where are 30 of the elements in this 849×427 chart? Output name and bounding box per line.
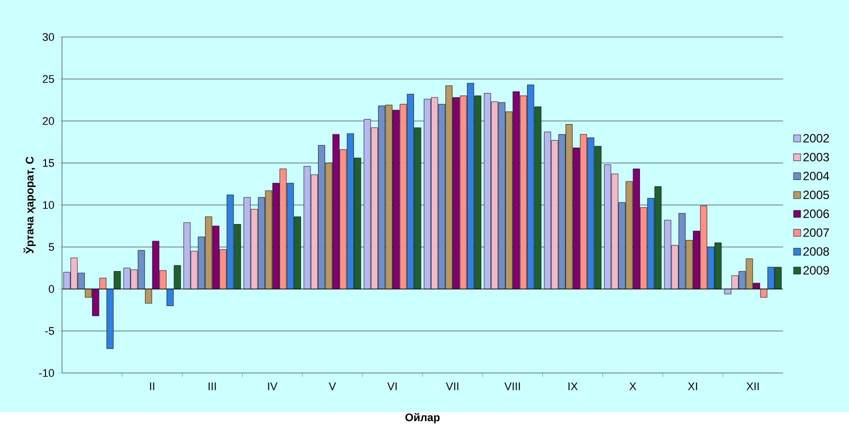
legend-label: 2005	[803, 190, 829, 200]
x-tick-label: VIII	[504, 382, 520, 390]
legend-label: 2007	[803, 228, 829, 237]
x-tick-label: XI	[688, 382, 698, 390]
y-tick-label: 10	[43, 201, 54, 210]
x-tick-label: VII	[446, 382, 458, 390]
y-tick-label: 0	[48, 285, 54, 294]
y-axis-title: Ўртача ҳарорат, С	[23, 156, 36, 254]
x-tick-label: V	[328, 382, 336, 390]
x-tick-label: III	[208, 382, 216, 390]
x-tick-label: IV	[268, 382, 278, 390]
x-tick-label: II	[150, 382, 154, 390]
legend-label: 2009	[803, 266, 829, 275]
legend-label: 2003	[803, 152, 829, 162]
legend-label: 2008	[803, 247, 829, 256]
y-tick-label: 5	[48, 243, 54, 251]
y-tick-label: 15	[43, 159, 54, 167]
x-tick-label: IX	[568, 382, 578, 390]
x-tick-label: XII	[746, 382, 759, 390]
y-tick-label: 30	[42, 33, 54, 42]
x-tick-label: VI	[387, 382, 397, 390]
legend-label: 2004	[803, 172, 830, 180]
y-tick-label: -5	[45, 327, 54, 335]
legend-label: 2002	[803, 134, 829, 143]
y-tick-label: 25	[42, 75, 54, 84]
x-axis-title: Ойлар	[405, 413, 440, 424]
legend-label: 2006	[803, 210, 829, 218]
y-tick-label: 20	[42, 117, 54, 126]
y-tick-label: -10	[39, 369, 54, 378]
x-tick-label: X	[629, 382, 636, 390]
